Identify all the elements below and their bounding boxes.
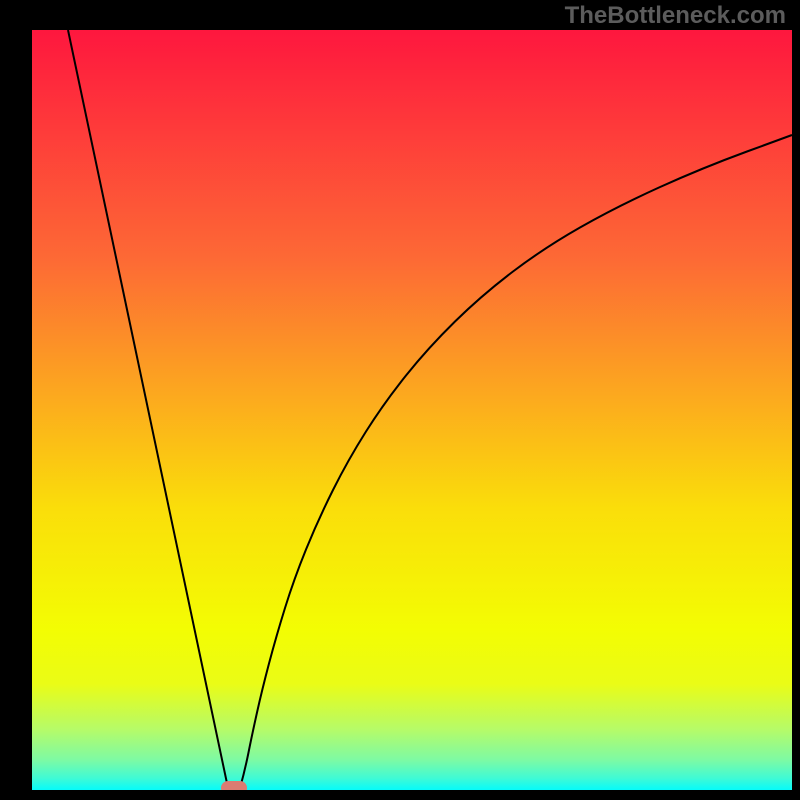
curve-layer [32,30,792,790]
vertex-marker [221,781,247,790]
chart-container: TheBottleneck.com [0,0,800,800]
curve-left-segment [68,30,228,788]
curve-right-segment [240,135,792,788]
watermark-text: TheBottleneck.com [565,2,786,30]
plot-area [32,30,792,790]
